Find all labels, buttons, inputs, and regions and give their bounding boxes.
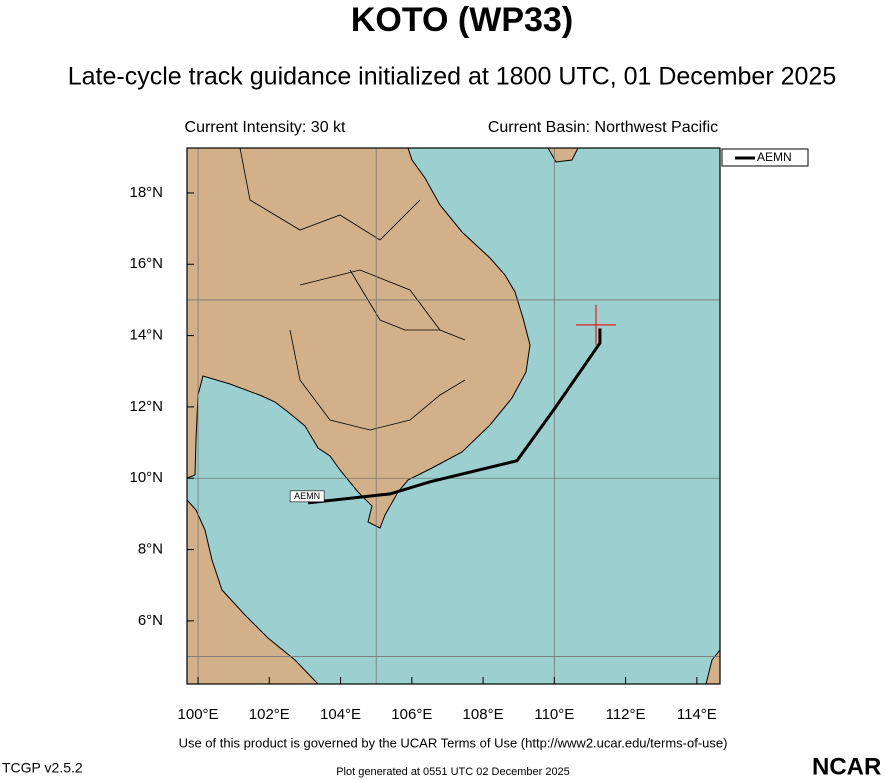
map-area: AEMN (187, 148, 720, 684)
x-tick-label: 102°E (249, 706, 290, 723)
version: TCGP v2.5.2 (2, 760, 83, 776)
x-tick-label: 110°E (534, 706, 574, 723)
logo: NCAR (812, 753, 881, 780)
track-line (307, 328, 602, 505)
land (187, 148, 720, 684)
y-tick-label: 10°N (129, 469, 163, 486)
title: KOTO (WP33) (351, 1, 573, 39)
subtitle: Late-cycle track guidance initialized at… (68, 63, 836, 91)
legend-label: AEMN (757, 150, 792, 164)
track-label-box (289, 490, 325, 503)
borders (239, 148, 466, 431)
y-tick-label: 12°N (129, 398, 163, 415)
x-tick-label: 106°E (391, 706, 432, 723)
gridlines (187, 148, 720, 684)
y-tick-label: 16°N (129, 255, 163, 272)
terms: Use of this product is governed by the U… (179, 735, 728, 750)
map-frame (186, 147, 721, 685)
x-tick-label: 104°E (320, 706, 361, 723)
intensity: Current Intensity: 30 kt (185, 119, 347, 136)
y-tick-label: 18°N (129, 184, 163, 201)
x-tick-label: 112°E (606, 706, 646, 723)
track: AEMN (289, 304, 617, 505)
y-tick-label: 14°N (129, 327, 163, 344)
x-tick-label: 108°E (463, 706, 504, 723)
x-tick-label: 114°E (677, 706, 717, 723)
track-label: AEMN (294, 491, 320, 501)
y-tick-label: 6°N (138, 612, 163, 629)
y-tick-label: 8°N (138, 541, 163, 558)
generated: Plot generated at 0551 UTC 02 December 2… (336, 766, 570, 778)
basin: Current Basin: Northwest Pacific (488, 119, 718, 136)
legend-box (721, 148, 809, 167)
x-tick-label: 100°E (178, 706, 219, 723)
ticks: 100°E 102°E 104°E 106°E 108°E 110°E 112°E 114°E… (129, 184, 716, 723)
